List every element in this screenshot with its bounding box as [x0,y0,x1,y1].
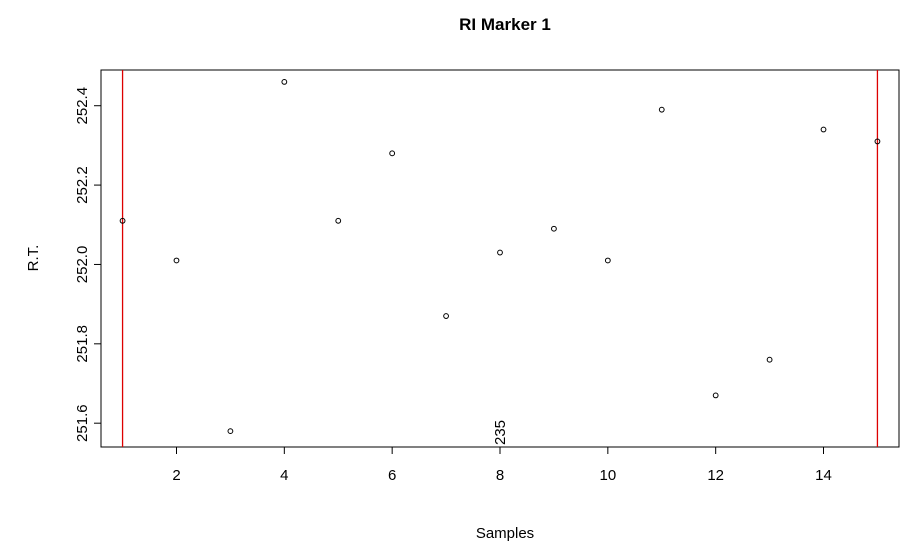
x-tick-label: 8 [496,467,504,484]
chart-title: RI Marker 1 [459,15,551,34]
data-point [766,356,773,363]
vertical-lines [121,70,879,447]
x-tick-label: 4 [280,467,288,484]
data-point [389,150,396,157]
data-point [874,138,881,145]
plot-frame [100,69,900,448]
y-tick-label: 252.0 [74,246,91,284]
y-tick-label: 251.8 [74,325,91,363]
data-point [227,428,234,435]
y-tick-label: 252.4 [74,87,91,125]
x-tick-label: 12 [707,467,724,484]
y-tick-label: 252.2 [74,166,91,204]
y-axis-label: R.T. [25,245,42,272]
y-axis: 251.6 251.8 252.0 252.2 252.4 [74,87,102,442]
data-point [119,217,126,224]
x-tick-label: 14 [815,467,832,484]
data-point [658,106,665,113]
data-point [551,225,557,232]
x-tick-label: 10 [599,467,616,484]
data-point [820,126,827,133]
data-point [712,392,719,399]
annotation-label: 235 [492,420,509,445]
x-tick-label: 2 [172,467,180,484]
data-point [497,249,503,256]
data-point [335,217,342,224]
data-point [173,257,180,264]
annotations: 235 [492,420,509,445]
x-axis: 2 4 6 8 10 12 14 [172,446,832,484]
data-point [443,313,449,319]
x-tick-label: 6 [388,467,396,484]
y-tick-label: 251.6 [74,404,91,442]
data-point [281,79,288,85]
data-points [119,79,881,435]
x-axis-label: Samples [476,525,534,542]
data-point [604,257,611,264]
